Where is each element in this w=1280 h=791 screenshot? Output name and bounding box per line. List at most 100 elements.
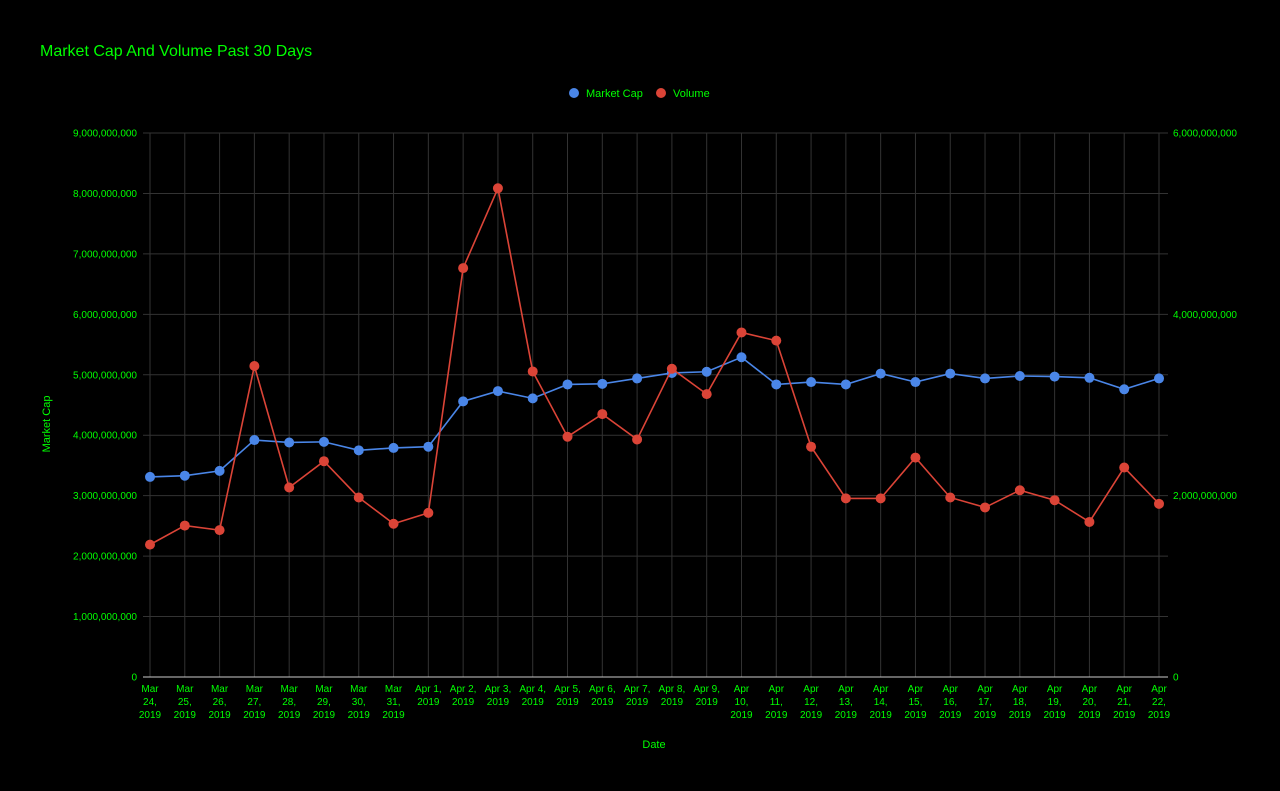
series-market-cap [145,352,1164,482]
legend-marker [656,88,666,98]
y-tick-label: 4,000,000,000 [73,431,137,442]
x-tick-label: Apr 12, 2019 [800,684,823,721]
x-tick-label: Apr 3, 2019 [485,684,512,708]
data-point [806,441,817,452]
data-point [527,366,538,377]
y-tick-label: 7,000,000,000 [73,249,137,260]
x-tick-label: Mar 24, 2019 [139,684,162,721]
series-volume [145,183,1164,550]
data-point [736,352,747,363]
data-point [1119,462,1130,473]
y2-tick-label: 6,000,000,000 [1173,129,1237,140]
data-point [632,434,643,445]
data-point [353,445,364,456]
data-point [910,452,921,463]
data-point [1014,370,1025,381]
data-point [980,373,991,384]
data-point [1119,384,1130,395]
y-axis-title: Market Cap [41,396,53,453]
data-point [214,525,225,536]
y2-tick-label: 0 [1173,673,1179,684]
y-tick-label: 5,000,000,000 [73,370,137,381]
data-point [1049,371,1060,382]
data-point [145,471,155,482]
data-point [527,393,538,404]
data-point [597,409,608,420]
data-point [284,482,295,493]
x-tick-label: Apr 1, 2019 [415,684,442,708]
data-point [179,520,190,531]
data-point [214,465,225,476]
x-tick-label: Apr 19, 2019 [1043,684,1066,721]
data-point [458,396,469,407]
data-point [701,366,712,377]
axes: 0 1,000,000,000 2,000,000,000 3,000,000,000… [73,129,1237,722]
x-tick-label: Apr 10, 2019 [730,684,753,721]
x-tick-label: Apr 15, 2019 [904,684,927,721]
y-tick-label: 2,000,000,000 [73,552,137,563]
data-point [840,493,851,504]
data-point [736,327,747,338]
data-point [597,378,608,389]
x-tick-label: Apr 4, 2019 [519,684,546,708]
data-point [1154,373,1164,384]
legend-marker [569,88,579,98]
data-point [179,470,190,481]
legend: Market Cap Volume [569,88,710,100]
x-tick-label: Apr 14, 2019 [870,684,893,721]
data-point [701,389,712,400]
data-point [562,379,573,390]
data-point [562,431,573,442]
x-tick-label: Apr 21, 2019 [1113,684,1136,721]
y-tick-label: 6,000,000,000 [73,310,137,321]
x-tick-label: Mar 27, 2019 [243,684,266,721]
x-tick-label: Apr 16, 2019 [939,684,962,721]
data-point [875,368,886,379]
x-tick-label: Mar 30, 2019 [348,684,371,721]
x-tick-label: Mar 25, 2019 [174,684,197,721]
data-point [840,379,851,390]
data-point [945,368,956,379]
data-point [353,492,364,503]
x-tick-label: Apr 6, 2019 [589,684,616,708]
data-point [771,379,782,390]
x-tick-label: Mar 31, 2019 [382,684,405,721]
data-point [666,363,677,374]
x-tick-label: Apr 9, 2019 [693,684,720,708]
y2-tick-label: 2,000,000,000 [1173,491,1237,502]
y-tick-label: 8,000,000,000 [73,189,137,200]
grid [143,132,1168,678]
legend-label: Market Cap [586,88,643,100]
data-point [458,263,469,274]
data-point [1084,516,1095,527]
series-layer [145,183,1164,550]
data-point [249,435,260,446]
x-tick-label: Apr 17, 2019 [974,684,997,721]
x-tick-label: Apr 22, 2019 [1148,684,1171,721]
x-tick-label: Apr 13, 2019 [835,684,858,721]
x-tick-label: Mar 29, 2019 [313,684,336,721]
data-point [388,442,399,453]
data-point [632,373,643,384]
y2-tick-label: 4,000,000,000 [1173,310,1237,321]
y-tick-label: 1,000,000,000 [73,612,137,623]
data-point [492,386,503,397]
data-point [423,507,434,518]
x-tick-label: Apr 8, 2019 [659,684,686,708]
y-tick-label: 9,000,000,000 [73,129,137,140]
data-point [1154,498,1164,509]
data-point [423,441,434,452]
x-tick-label: Apr 11, 2019 [765,684,788,721]
data-point [910,377,921,388]
y-tick-label: 0 [131,673,137,684]
x-tick-label: Apr 7, 2019 [624,684,651,708]
x-tick-label: Apr 20, 2019 [1078,684,1101,721]
x-tick-label: Mar 28, 2019 [278,684,301,721]
data-point [284,437,295,448]
data-point [1084,372,1095,383]
data-point [388,518,399,529]
data-point [806,377,817,388]
x-axis-title: Date [642,739,665,751]
